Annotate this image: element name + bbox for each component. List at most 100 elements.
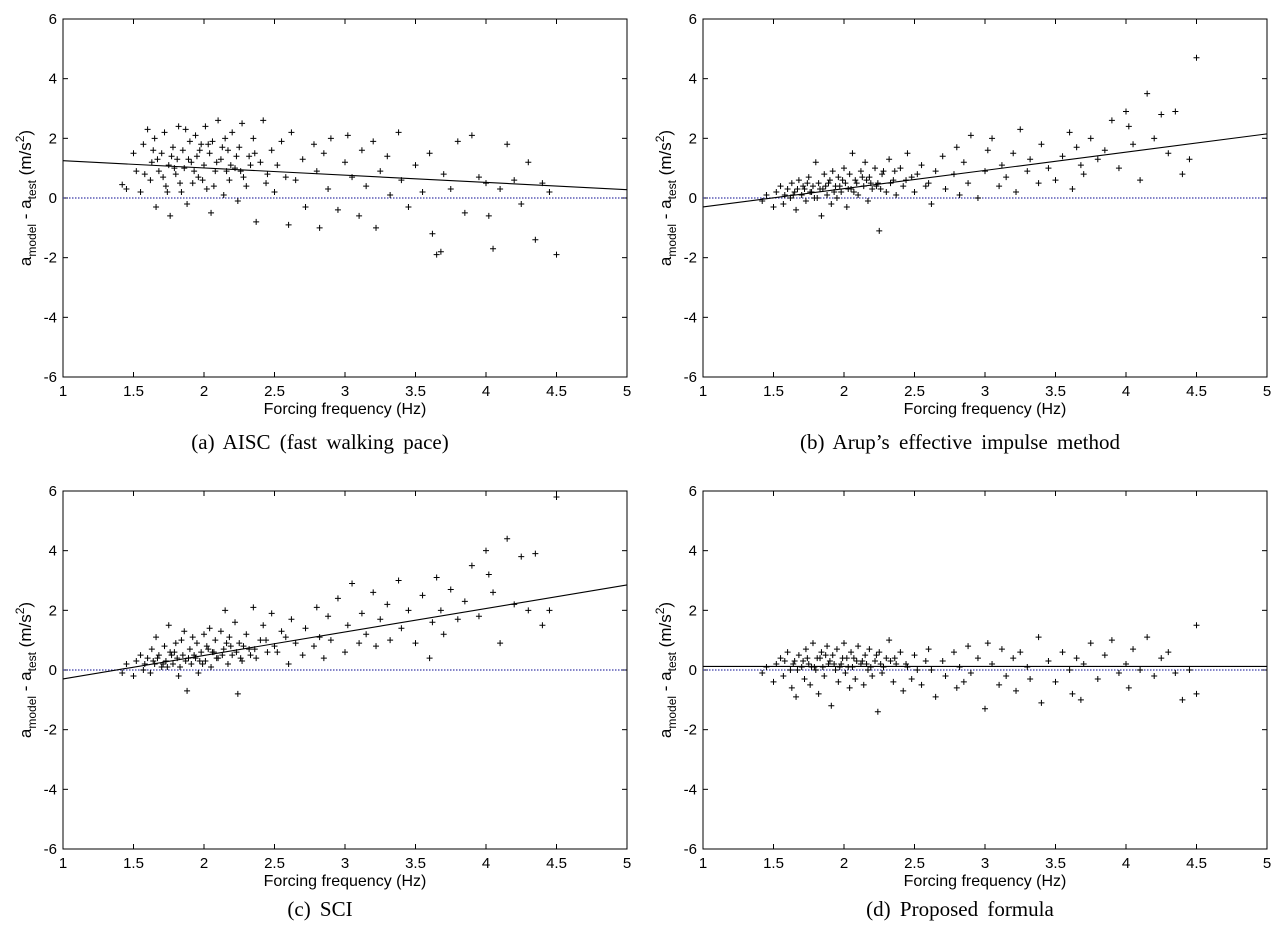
y-tick-label: -2 xyxy=(684,250,697,267)
data-point xyxy=(188,159,195,166)
data-point xyxy=(872,658,879,665)
data-point xyxy=(1010,150,1017,157)
y-tick-label: 4 xyxy=(49,543,57,560)
y-tick-label: 4 xyxy=(689,543,697,560)
x-tick-label: 4.5 xyxy=(1186,855,1207,872)
data-point xyxy=(485,571,492,578)
data-point xyxy=(879,171,886,178)
data-point xyxy=(437,248,444,255)
data-point xyxy=(429,230,436,237)
panel-c: 1 1.5 2 2.5 3 3.5 4 4.5 5 -6 -4 -2 0 2 4 6 Forcing frequ… xyxy=(0,472,640,937)
data-point xyxy=(195,669,202,676)
data-point xyxy=(953,684,960,691)
data-point xyxy=(161,643,168,650)
data-point xyxy=(171,649,178,656)
caption-text: (a) AISC (fast walking pace) xyxy=(191,430,449,454)
data-point xyxy=(793,206,800,213)
x-tick-label: 3.5 xyxy=(405,383,426,400)
data-point xyxy=(179,652,186,659)
data-point xyxy=(150,658,157,665)
data-point xyxy=(130,672,137,679)
data-point xyxy=(928,667,935,673)
data-point xyxy=(199,177,206,184)
data-point xyxy=(773,189,780,196)
data-point xyxy=(1077,162,1084,169)
data-point xyxy=(1087,640,1094,647)
panel-b: 1 1.5 2 2.5 3 3.5 4 4.5 5 -6 -4 -2 0 2 4 6 Forcing frequ… xyxy=(640,0,1280,465)
data-point xyxy=(384,601,391,608)
y-tick-label: 2 xyxy=(49,602,57,619)
data-point xyxy=(965,643,972,650)
data-point xyxy=(953,144,960,151)
data-point xyxy=(253,218,260,225)
x-tick-label: 1.5 xyxy=(123,855,144,872)
data-point xyxy=(956,192,963,199)
data-point xyxy=(802,646,809,653)
data-point xyxy=(182,126,189,133)
data-point xyxy=(239,120,246,127)
data-point xyxy=(1144,90,1151,97)
data-point xyxy=(518,200,525,207)
x-tick-label: 2 xyxy=(840,383,848,400)
data-point xyxy=(468,132,475,139)
data-point xyxy=(925,180,932,187)
data-point xyxy=(1151,672,1158,679)
data-point xyxy=(893,192,900,199)
data-point xyxy=(239,658,246,665)
x-tick-label: 5 xyxy=(623,383,631,400)
data-point xyxy=(825,180,832,187)
data-point xyxy=(1165,649,1172,656)
data-point xyxy=(835,174,842,181)
data-point xyxy=(1158,111,1165,118)
data-point xyxy=(377,168,384,175)
x-tick-label: 2 xyxy=(200,383,208,400)
data-point xyxy=(395,577,402,584)
data-point xyxy=(852,177,859,184)
data-point xyxy=(932,693,939,700)
y-tick-label: 6 xyxy=(49,483,57,500)
data-point xyxy=(185,156,192,163)
data-point xyxy=(770,203,777,210)
data-point xyxy=(891,168,898,175)
caption-d: (d) Proposed formula xyxy=(640,897,1280,922)
data-point xyxy=(160,174,167,181)
data-point xyxy=(1094,156,1101,163)
data-point xyxy=(798,192,805,199)
data-point xyxy=(344,622,351,629)
data-point xyxy=(188,661,195,668)
data-point xyxy=(253,655,260,662)
data-point xyxy=(1115,165,1122,172)
data-point xyxy=(325,613,332,620)
data-point xyxy=(763,192,770,199)
data-point xyxy=(137,189,144,196)
data-point xyxy=(911,189,918,196)
data-point xyxy=(863,177,870,184)
data-point xyxy=(237,655,244,662)
data-point xyxy=(1052,678,1059,685)
data-point xyxy=(212,637,219,644)
data-point xyxy=(1069,186,1076,193)
data-point xyxy=(1003,672,1010,679)
data-point xyxy=(373,224,380,231)
data-point xyxy=(165,622,172,629)
data-point xyxy=(177,664,184,671)
data-point xyxy=(862,652,869,659)
x-tick-label: 4 xyxy=(1122,855,1130,872)
data-point xyxy=(199,661,206,668)
data-point xyxy=(320,655,327,662)
data-point xyxy=(1066,129,1073,136)
data-point xyxy=(349,580,356,587)
data-point xyxy=(846,171,853,178)
data-point xyxy=(148,159,155,166)
data-point xyxy=(781,192,788,199)
y-axis-label: amodel - atest (m/s2) xyxy=(653,602,679,738)
data-point xyxy=(518,553,525,560)
caption-b: (b) Arup’s effective impulse method xyxy=(640,430,1280,455)
data-point xyxy=(821,171,828,178)
data-point xyxy=(897,165,904,172)
data-point xyxy=(812,667,819,673)
data-point xyxy=(168,153,175,160)
data-point xyxy=(1059,649,1066,656)
data-point xyxy=(313,604,320,611)
data-point xyxy=(240,174,247,181)
